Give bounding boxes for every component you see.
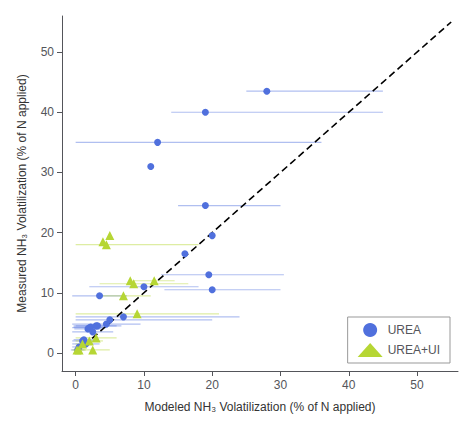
svg-text:20: 20 — [206, 378, 220, 392]
svg-text:40: 40 — [41, 105, 55, 119]
svg-text:0: 0 — [47, 346, 54, 360]
svg-text:Measured NH₃ Volatilization (%: Measured NH₃ Volatilization (% of N appl… — [15, 74, 29, 312]
svg-text:20: 20 — [41, 226, 55, 240]
svg-text:50: 50 — [41, 45, 55, 59]
svg-text:50: 50 — [410, 378, 424, 392]
svg-text:UREA: UREA — [388, 323, 421, 337]
svg-text:0: 0 — [72, 378, 79, 392]
svg-text:30: 30 — [41, 165, 55, 179]
svg-text:30: 30 — [274, 378, 288, 392]
svg-text:10: 10 — [41, 286, 55, 300]
svg-text:40: 40 — [342, 378, 356, 392]
svg-text:10: 10 — [137, 378, 151, 392]
svg-text:Modeled NH₃ Volatilization (%: Modeled NH₃ Volatilization (% of N appli… — [145, 400, 376, 414]
svg-text:UREA+UI: UREA+UI — [388, 343, 440, 357]
